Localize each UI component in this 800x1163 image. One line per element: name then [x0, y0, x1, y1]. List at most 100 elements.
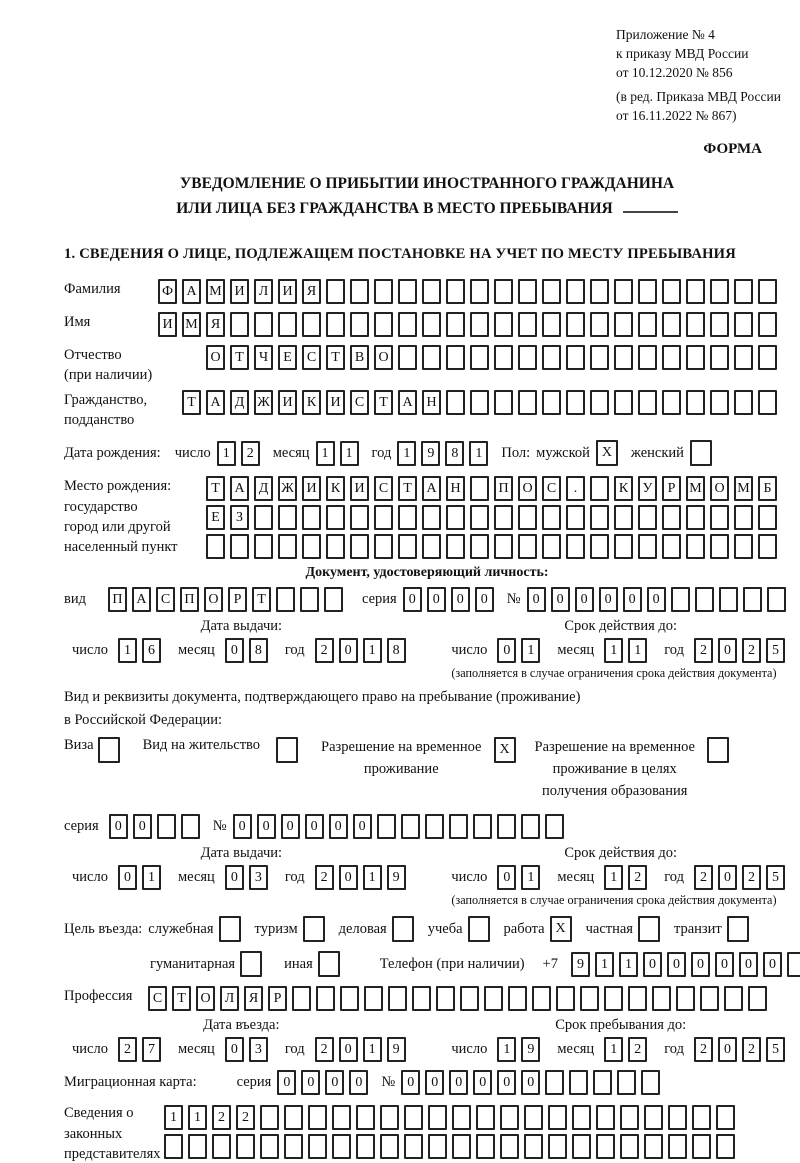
char-cell[interactable]: 0 [718, 638, 737, 664]
char-cell[interactable] [350, 505, 369, 531]
char-cell[interactable] [716, 1105, 735, 1131]
char-cell[interactable]: 0 [132, 814, 152, 840]
char-cell[interactable]: 0 [497, 638, 517, 664]
char-cell[interactable] [758, 345, 777, 371]
char-cell[interactable]: 2 [628, 1037, 648, 1063]
char-cell[interactable] [542, 345, 561, 371]
char-cell[interactable]: 2 [628, 865, 648, 891]
char-cell[interactable]: 1 [628, 638, 648, 664]
char-cell[interactable] [520, 814, 540, 840]
char-cell[interactable]: 1 [216, 440, 236, 466]
char-cell[interactable] [524, 1105, 543, 1131]
char-cell[interactable] [470, 345, 489, 371]
char-cell[interactable] [542, 389, 561, 415]
char-cell[interactable]: 0 [714, 951, 734, 977]
char-cell[interactable] [446, 312, 465, 338]
char-cell[interactable] [350, 279, 369, 305]
char-cell[interactable]: 2 [212, 1105, 231, 1131]
char-cell[interactable]: 0 [598, 587, 618, 613]
char-cell[interactable] [446, 505, 465, 531]
char-cell[interactable]: 0 [642, 951, 662, 977]
char-cell[interactable] [668, 1105, 687, 1131]
char-cell[interactable] [97, 737, 120, 764]
char-cell[interactable]: И [230, 279, 249, 305]
char-cell[interactable] [593, 1070, 613, 1096]
char-cell[interactable]: 8 [386, 638, 406, 664]
char-cell[interactable]: Е [206, 505, 225, 531]
char-cell[interactable] [689, 440, 712, 467]
char-cell[interactable]: С [350, 389, 369, 415]
char-cell[interactable]: Б [758, 476, 777, 502]
char-cell[interactable] [494, 312, 513, 338]
char-cell[interactable]: 0 [352, 814, 372, 840]
char-cell[interactable]: 0 [338, 865, 358, 891]
char-cell[interactable]: 2 [314, 865, 334, 891]
char-cell[interactable] [590, 279, 609, 305]
char-cell[interactable] [472, 814, 492, 840]
char-cell[interactable]: 0 [301, 1070, 321, 1096]
char-cell[interactable] [278, 505, 297, 531]
char-cell[interactable]: 1 [397, 440, 417, 466]
char-cell[interactable] [638, 312, 657, 338]
char-cell[interactable] [374, 279, 393, 305]
char-cell[interactable] [206, 534, 225, 560]
char-cell[interactable] [391, 916, 414, 943]
char-cell[interactable] [236, 1134, 255, 1160]
char-cell[interactable]: 0 [666, 951, 686, 977]
char-cell[interactable]: 0 [497, 865, 517, 891]
char-cell[interactable]: 0 [426, 587, 446, 613]
char-cell[interactable] [494, 389, 513, 415]
char-cell[interactable] [662, 312, 681, 338]
char-cell[interactable] [276, 737, 299, 764]
char-cell[interactable]: 0 [280, 814, 300, 840]
char-cell[interactable] [590, 534, 609, 560]
char-cell[interactable] [596, 1105, 615, 1131]
char-cell[interactable] [637, 916, 660, 943]
char-cell[interactable]: 2 [240, 440, 260, 466]
char-cell[interactable]: Л [220, 986, 239, 1012]
char-cell[interactable]: 9 [570, 951, 590, 977]
char-cell[interactable] [590, 389, 609, 415]
char-cell[interactable] [614, 312, 633, 338]
char-cell[interactable]: 0 [277, 1070, 297, 1096]
char-cell[interactable]: К [326, 476, 345, 502]
char-cell[interactable]: Т [182, 389, 201, 415]
char-cell[interactable]: 0 [646, 587, 666, 613]
char-cell[interactable]: 0 [232, 814, 252, 840]
char-cell[interactable]: Т [172, 986, 191, 1012]
char-cell[interactable] [422, 345, 441, 371]
char-cell[interactable]: 0 [256, 814, 276, 840]
char-cell[interactable] [452, 1105, 471, 1131]
char-cell[interactable] [404, 1134, 423, 1160]
char-cell[interactable] [686, 312, 705, 338]
char-cell[interactable]: 6 [141, 638, 161, 664]
char-cell[interactable]: 0 [497, 1070, 517, 1096]
char-cell[interactable] [254, 505, 273, 531]
char-cell[interactable]: 1 [141, 865, 161, 891]
char-cell[interactable] [758, 279, 777, 305]
char-cell[interactable] [278, 534, 297, 560]
char-cell[interactable] [518, 279, 537, 305]
char-cell[interactable]: 0 [224, 865, 244, 891]
char-cell[interactable] [548, 1105, 567, 1131]
char-cell[interactable] [748, 986, 767, 1012]
char-cell[interactable]: 0 [521, 1070, 541, 1096]
char-cell[interactable]: 1 [339, 440, 359, 466]
char-cell[interactable] [350, 534, 369, 560]
char-cell[interactable]: 5 [766, 638, 785, 664]
char-cell[interactable] [254, 534, 273, 560]
char-cell[interactable] [404, 1105, 423, 1131]
char-cell[interactable]: О [374, 345, 393, 371]
char-cell[interactable] [566, 312, 585, 338]
char-cell[interactable]: 0 [224, 638, 244, 664]
char-cell[interactable]: Ж [254, 389, 273, 415]
char-cell[interactable] [326, 534, 345, 560]
char-cell[interactable]: 0 [450, 587, 470, 613]
char-cell[interactable] [422, 534, 441, 560]
char-cell[interactable]: 0 [738, 951, 758, 977]
char-cell[interactable] [638, 534, 657, 560]
char-cell[interactable]: Д [254, 476, 273, 502]
char-cell[interactable] [580, 986, 599, 1012]
char-cell[interactable] [668, 1134, 687, 1160]
char-cell[interactable] [398, 505, 417, 531]
